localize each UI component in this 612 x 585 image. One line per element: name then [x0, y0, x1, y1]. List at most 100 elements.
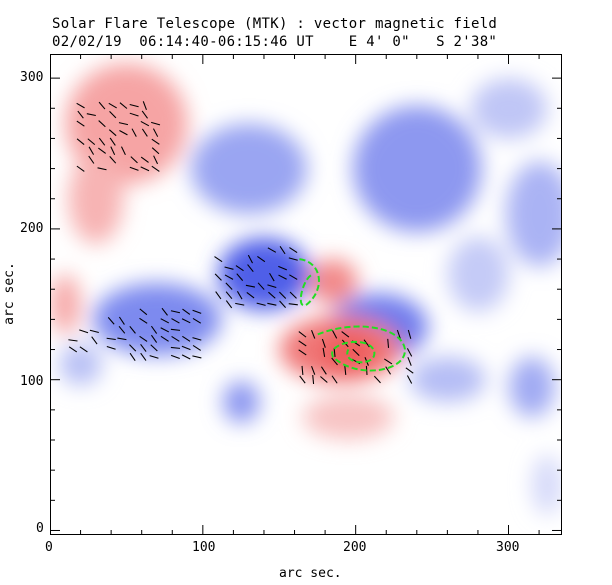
field-vector — [129, 352, 136, 361]
field-vector — [118, 325, 126, 334]
field-vector — [131, 128, 137, 137]
contour-line — [317, 325, 406, 372]
y-tick-label: 200 — [20, 221, 44, 236]
field-vector — [88, 146, 95, 155]
field-vector — [224, 266, 234, 270]
field-vector — [363, 339, 370, 348]
field-vector — [279, 300, 287, 308]
field-vector — [257, 282, 265, 290]
field-vector — [129, 103, 139, 108]
field-vector — [267, 247, 277, 253]
field-vector — [192, 309, 202, 314]
field-vector — [246, 292, 255, 299]
negative-region — [470, 78, 548, 139]
field-vector — [170, 328, 181, 331]
field-vector — [192, 337, 202, 341]
field-vector — [320, 376, 328, 383]
field-vector — [331, 357, 338, 366]
field-vector — [140, 352, 147, 361]
field-vector — [236, 291, 243, 300]
field-vector — [247, 254, 253, 264]
negative-region — [409, 356, 487, 403]
positive-region — [68, 153, 124, 245]
field-vector — [311, 366, 316, 375]
field-vector — [86, 113, 96, 117]
field-vector — [139, 335, 148, 342]
field-vector — [181, 318, 191, 324]
field-vector — [396, 329, 401, 339]
axis-ticks — [50, 54, 562, 535]
x-tick-label: 100 — [192, 540, 216, 555]
field-vector — [352, 348, 360, 356]
field-vector — [119, 102, 128, 109]
field-vector — [76, 138, 85, 145]
field-vector — [312, 374, 315, 385]
field-vector — [225, 291, 233, 300]
field-vector — [118, 316, 125, 325]
field-vector — [385, 366, 392, 375]
field-vector — [331, 375, 338, 384]
field-vector — [171, 335, 180, 342]
field-vector — [79, 346, 88, 353]
field-vector — [98, 101, 106, 110]
positive-region — [302, 394, 395, 440]
field-vector — [160, 318, 170, 324]
field-vector — [107, 317, 115, 325]
field-vector — [119, 130, 128, 136]
field-vector — [225, 300, 233, 309]
y-tick-label: 300 — [20, 70, 44, 85]
field-vector — [247, 264, 254, 272]
field-vector — [235, 302, 245, 306]
field-vector — [97, 167, 107, 171]
field-vector — [129, 344, 137, 352]
negative-region — [222, 381, 260, 424]
field-vector — [160, 327, 170, 333]
field-vector — [130, 156, 138, 164]
field-vector — [406, 348, 413, 357]
field-vector — [322, 347, 326, 357]
field-vector — [151, 121, 161, 126]
field-vector — [140, 166, 150, 172]
y-tick-label: 100 — [20, 374, 44, 389]
field-vector — [151, 147, 160, 155]
field-vector — [68, 346, 78, 353]
field-vector — [321, 338, 326, 348]
field-vector — [214, 273, 222, 281]
contour-line — [299, 258, 320, 307]
field-vector — [373, 375, 381, 384]
y-tick-label: 0 — [36, 521, 44, 536]
field-vector — [98, 137, 106, 146]
field-vector — [108, 129, 117, 137]
field-vector — [192, 355, 202, 359]
field-vector — [171, 318, 180, 324]
positive-region — [50, 274, 81, 335]
field-vector — [224, 274, 234, 280]
field-vector — [76, 165, 85, 172]
negative-region — [190, 123, 308, 214]
y-axis-label: arc sec. — [1, 262, 17, 325]
field-vector — [89, 329, 99, 333]
field-vector — [153, 155, 159, 165]
field-vector — [129, 325, 136, 334]
field-vector — [140, 343, 147, 352]
field-vector — [384, 358, 393, 365]
field-vector — [331, 330, 338, 339]
field-vector — [109, 111, 117, 119]
field-vector — [170, 354, 180, 359]
field-vector — [214, 256, 223, 263]
field-vector — [141, 128, 148, 137]
field-vector — [215, 291, 222, 300]
neutral-line-contours — [299, 258, 406, 372]
field-vector — [245, 284, 256, 288]
field-vector — [320, 366, 327, 375]
field-vector — [98, 120, 106, 128]
field-vector — [117, 337, 127, 341]
field-vector — [110, 146, 116, 156]
field-vector — [106, 345, 116, 350]
field-vector — [106, 337, 116, 341]
chart-subtitle: 02/02/19 06:14:40-06:15:46 UT E 4' 0" S … — [52, 34, 498, 50]
field-vector — [109, 156, 117, 164]
negative-region — [59, 343, 103, 386]
field-vector — [182, 308, 191, 315]
positive-region — [308, 259, 358, 305]
